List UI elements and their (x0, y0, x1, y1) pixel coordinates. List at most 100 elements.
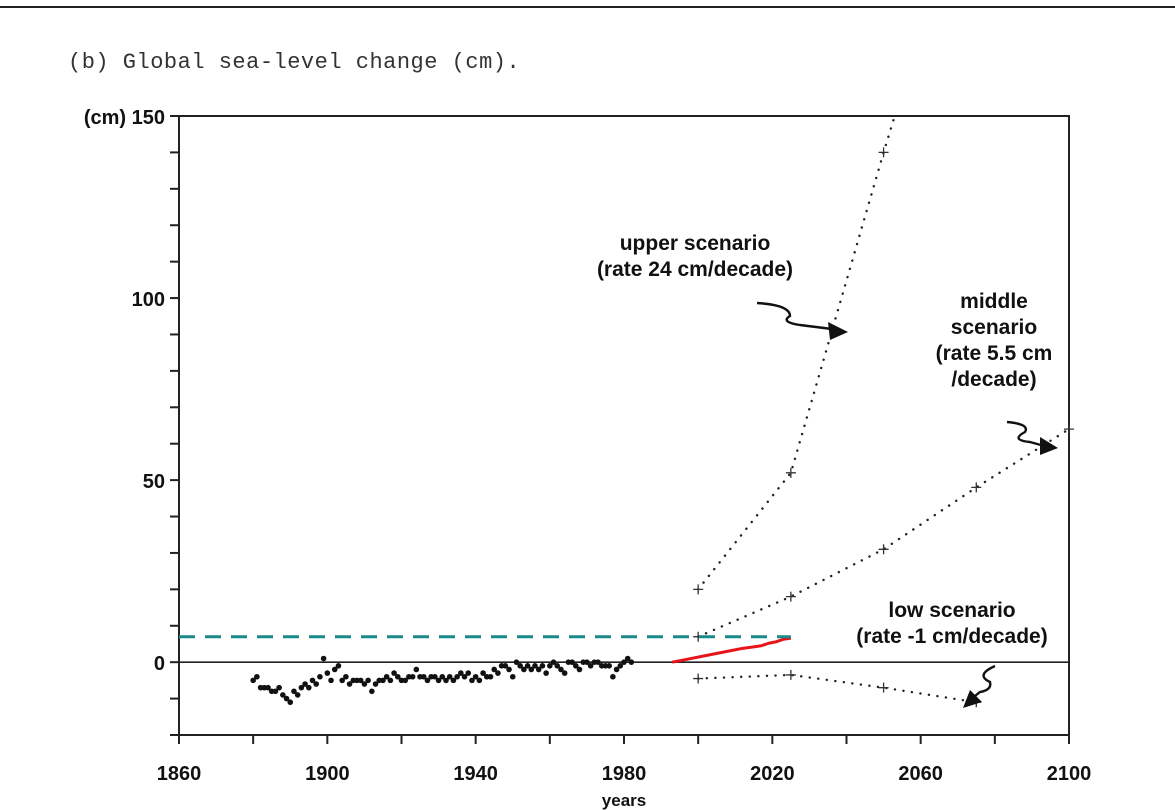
data-point (621, 659, 627, 665)
plus-marker (1064, 424, 1074, 435)
annotation-text: (rate -1 cm/decade) (856, 625, 1047, 648)
annotation-arrow-icon (756, 301, 841, 332)
data-point (302, 681, 308, 687)
x-tick-label: 2100 (1047, 763, 1092, 785)
data-point (439, 673, 446, 680)
data-point (372, 681, 379, 687)
plus-marker (878, 682, 889, 693)
data-point (320, 655, 327, 662)
data-point (543, 670, 549, 676)
data-point (624, 655, 631, 662)
data-point (524, 663, 531, 669)
data-point (265, 684, 271, 691)
plus-marker (693, 673, 704, 684)
data-point (298, 684, 305, 691)
series-upper-scenario (693, 114, 896, 595)
data-point (313, 681, 320, 687)
data-point (613, 666, 620, 673)
data-point (469, 677, 475, 684)
data-point (346, 681, 353, 687)
data-point (391, 670, 397, 676)
series-observed-recent-red-overlay- (671, 636, 792, 664)
x-tick-label: 1860 (157, 763, 202, 785)
data-point (291, 688, 297, 695)
annotation-middle-scenario: middle scenario (rate 5.5 cm/decade) (936, 290, 1058, 455)
annotation-text: upper scenario (620, 232, 771, 255)
plus-marker (878, 147, 889, 158)
data-point (509, 673, 516, 680)
x-axis-title: years (602, 791, 646, 810)
data-point (595, 659, 601, 665)
annotations-layer: upper scenario (rate 24 cm/decade) middle s… (597, 232, 1058, 708)
data-point (424, 677, 431, 684)
data-point (617, 663, 624, 669)
data-point (294, 692, 301, 698)
data-point (394, 673, 401, 680)
data-point (283, 695, 290, 702)
data-point (454, 673, 460, 680)
data-point (528, 666, 535, 673)
y-tick-label: (cm) 150 (84, 107, 165, 129)
annotation-text: scenario (951, 316, 1037, 339)
data-point (561, 670, 568, 676)
data-point (335, 663, 342, 669)
data-point (465, 670, 472, 676)
data-point (572, 663, 579, 669)
data-point (317, 673, 323, 680)
data-point (420, 673, 427, 680)
x-tick-label: 1900 (305, 763, 350, 785)
data-point (280, 692, 286, 698)
data-point (584, 659, 590, 665)
data-point (476, 677, 483, 684)
data-point (324, 670, 331, 676)
arrowhead-icon (963, 690, 982, 708)
x-tick-label: 1980 (602, 763, 647, 785)
data-point (535, 666, 542, 673)
data-point (272, 688, 279, 695)
data-point (450, 677, 457, 684)
data-point (328, 677, 334, 684)
data-point (517, 663, 523, 669)
data-point (409, 673, 416, 680)
y-axis: 0 50 100 (cm) 150 (84, 107, 179, 736)
y-tick-label: 50 (143, 471, 165, 493)
data-point (487, 673, 494, 680)
annotation-text: /decade) (951, 368, 1036, 391)
data-point (472, 673, 479, 680)
plus-marker (878, 544, 889, 555)
data-point (458, 670, 464, 676)
annotation-text: middle (960, 290, 1028, 313)
data-point (491, 666, 498, 673)
data-point (435, 677, 442, 684)
data-point (250, 677, 256, 684)
plus-marker (785, 591, 796, 602)
data-point (495, 670, 501, 676)
y-tick-label: 100 (132, 289, 165, 311)
data-point (569, 659, 575, 665)
plus-marker (785, 467, 796, 478)
plus-marker (971, 482, 982, 493)
data-point (343, 673, 349, 680)
data-point (365, 677, 371, 684)
page-top-rule (0, 6, 1175, 8)
annotation-text: (rate 5.5 cm (936, 342, 1053, 365)
x-tick-label: 1940 (453, 763, 498, 785)
data-point (513, 659, 520, 665)
annotation-low-scenario: low scenario (rate -1 cm/decade) (856, 599, 1048, 708)
data-point (309, 677, 316, 684)
data-point (532, 663, 538, 669)
arrowhead-icon (828, 322, 848, 340)
data-point (610, 673, 616, 680)
series-layer (179, 114, 1074, 708)
annotation-arrow-icon (1006, 420, 1049, 449)
data-point (550, 659, 557, 665)
figure-caption: (b) Global sea-level change (cm). (68, 50, 521, 75)
data-point (339, 677, 345, 684)
data-point (506, 666, 512, 673)
series-line (671, 636, 792, 664)
data-point (547, 663, 553, 669)
annotation-upper-scenario: upper scenario (rate 24 cm/decade) (597, 232, 848, 340)
data-point (539, 663, 546, 669)
data-point (369, 688, 375, 695)
data-point (576, 666, 583, 673)
